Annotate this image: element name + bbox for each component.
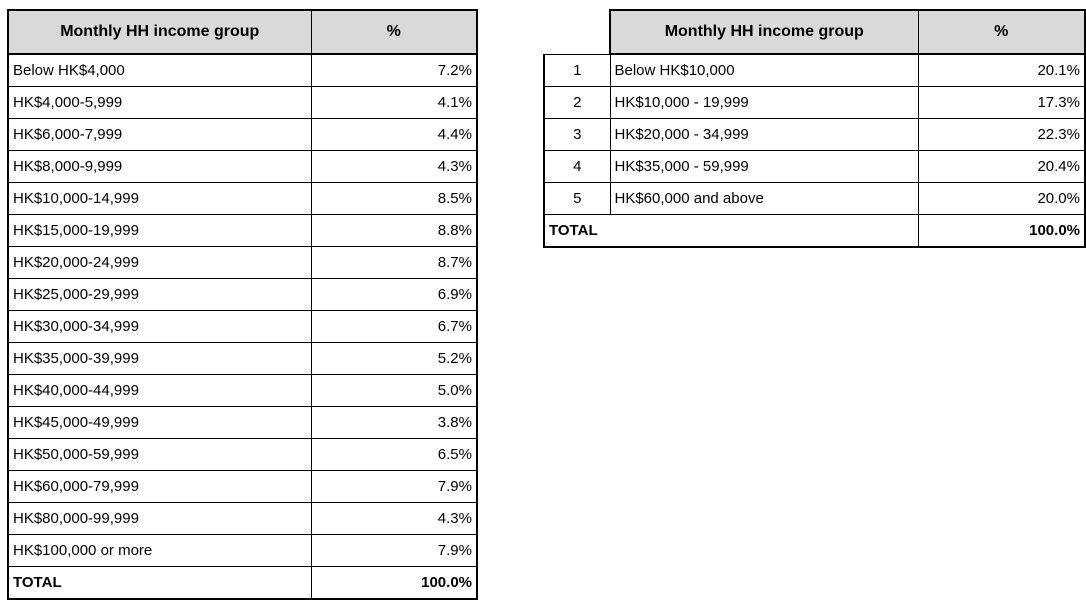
percent-cell[interactable]: 17.3% xyxy=(917,86,1086,119)
income-group-cell[interactable]: HK$20,000-24,999 xyxy=(7,246,312,279)
table-row: HK$35,000-39,999 5.2% xyxy=(7,342,478,375)
income-group-cell[interactable]: HK$60,000-79,999 xyxy=(7,470,312,503)
group-number-cell[interactable]: 2 xyxy=(543,86,611,119)
income-group-cell[interactable]: HK$40,000-44,999 xyxy=(7,374,312,407)
table-row: HK$50,000-59,999 6.5% xyxy=(7,438,478,471)
empty-corner-cell xyxy=(544,10,610,54)
table-row: 1 Below HK$10,000 20.1% xyxy=(543,53,1086,87)
header-row: Monthly HH income group % xyxy=(7,9,478,55)
percent-column-header[interactable]: % xyxy=(917,9,1086,55)
table-footer: TOTAL 100.0% xyxy=(543,214,1086,248)
table-row: HK$40,000-44,999 5.0% xyxy=(7,374,478,407)
table-row: Below HK$4,000 7.2% xyxy=(7,53,478,87)
table-header: Monthly HH income group % xyxy=(7,9,478,55)
income-group-cell[interactable]: HK$30,000-34,999 xyxy=(7,310,312,343)
table-row: HK$8,000-9,999 4.3% xyxy=(7,150,478,183)
percent-cell[interactable]: 20.1% xyxy=(917,53,1086,87)
table-row: 3 HK$20,000 - 34,999 22.3% xyxy=(543,118,1086,151)
income-group-cell[interactable]: HK$8,000-9,999 xyxy=(7,150,312,183)
percent-cell[interactable]: 22.3% xyxy=(917,118,1086,151)
percent-cell[interactable]: 4.3% xyxy=(310,150,478,183)
percent-cell[interactable]: 8.7% xyxy=(310,246,478,279)
table-row: 5 HK$60,000 and above 20.0% xyxy=(543,182,1086,215)
percent-cell[interactable]: 8.5% xyxy=(310,182,478,215)
table-row: HK$80,000-99,999 4.3% xyxy=(7,502,478,535)
table-row: HK$45,000-49,999 3.8% xyxy=(7,406,478,439)
table-footer: TOTAL 100.0% xyxy=(7,566,478,600)
table-row: HK$60,000-79,999 7.9% xyxy=(7,470,478,503)
income-group-cell[interactable]: Below HK$4,000 xyxy=(7,53,312,87)
table-row: HK$100,000 or more 7.9% xyxy=(7,534,478,567)
income-group-cell[interactable]: HK$45,000-49,999 xyxy=(7,406,312,439)
total-row: TOTAL 100.0% xyxy=(7,566,478,600)
percent-cell[interactable]: 4.4% xyxy=(310,118,478,151)
income-group-cell[interactable]: HK$6,000-7,999 xyxy=(7,118,312,151)
group-number-cell[interactable]: 1 xyxy=(543,53,611,87)
table-row: 2 HK$10,000 - 19,999 17.3% xyxy=(543,86,1086,119)
group-number-cell[interactable]: 5 xyxy=(543,182,611,215)
income-group-cell[interactable]: HK$20,000 - 34,999 xyxy=(609,118,919,151)
percent-cell[interactable]: 7.2% xyxy=(310,53,478,87)
percent-cell[interactable]: 20.0% xyxy=(917,182,1086,215)
table-body: 1 Below HK$10,000 20.1% 2 HK$10,000 - 19,999… xyxy=(543,53,1086,215)
percent-cell[interactable]: 20.4% xyxy=(917,150,1086,183)
table-row: HK$25,000-29,999 6.9% xyxy=(7,278,478,311)
percent-cell[interactable]: 5.2% xyxy=(310,342,478,375)
percent-cell[interactable]: 6.9% xyxy=(310,278,478,311)
table-row: HK$20,000-24,999 8.7% xyxy=(7,246,478,279)
income-group-cell[interactable]: HK$10,000 - 19,999 xyxy=(609,86,919,119)
percent-cell[interactable]: 7.9% xyxy=(310,534,478,567)
percent-cell[interactable]: 8.8% xyxy=(310,214,478,247)
table-row: HK$30,000-34,999 6.7% xyxy=(7,310,478,343)
income-group-cell[interactable]: HK$10,000-14,999 xyxy=(7,182,312,215)
table-row: 4 HK$35,000 - 59,999 20.4% xyxy=(543,150,1086,183)
table-row: HK$4,000-5,999 4.1% xyxy=(7,86,478,119)
income-table-detailed: Monthly HH income group % Below HK$4,000… xyxy=(7,9,478,600)
income-group-cell[interactable]: HK$35,000-39,999 xyxy=(7,342,312,375)
total-value-cell[interactable]: 100.0% xyxy=(917,214,1086,248)
percent-column-header[interactable]: % xyxy=(310,9,478,55)
percent-cell[interactable]: 7.9% xyxy=(310,470,478,503)
table-row: HK$10,000-14,999 8.5% xyxy=(7,182,478,215)
income-group-cell[interactable]: Below HK$10,000 xyxy=(609,53,919,87)
table-row: HK$15,000-19,999 8.8% xyxy=(7,214,478,247)
total-label-cell[interactable]: TOTAL xyxy=(7,566,312,600)
table-row: HK$6,000-7,999 4.4% xyxy=(7,118,478,151)
income-group-cell[interactable]: HK$50,000-59,999 xyxy=(7,438,312,471)
percent-cell[interactable]: 5.0% xyxy=(310,374,478,407)
percent-cell[interactable]: 3.8% xyxy=(310,406,478,439)
group-number-cell[interactable]: 4 xyxy=(543,150,611,183)
total-label-cell[interactable]: TOTAL xyxy=(543,214,919,248)
income-table-grouped: Monthly HH income group % 1 Below HK$10,0… xyxy=(543,9,1086,248)
percent-cell[interactable]: 6.5% xyxy=(310,438,478,471)
income-group-cell[interactable]: HK$60,000 and above xyxy=(609,182,919,215)
income-group-cell[interactable]: HK$4,000-5,999 xyxy=(7,86,312,119)
income-group-cell[interactable]: HK$100,000 or more xyxy=(7,534,312,567)
income-group-cell[interactable]: HK$80,000-99,999 xyxy=(7,502,312,535)
income-group-cell[interactable]: HK$15,000-19,999 xyxy=(7,214,312,247)
percent-cell[interactable]: 4.3% xyxy=(310,502,478,535)
income-group-cell[interactable]: HK$25,000-29,999 xyxy=(7,278,312,311)
table-body: Below HK$4,000 7.2% HK$4,000-5,999 4.1% HK$6… xyxy=(7,53,478,567)
percent-cell[interactable]: 6.7% xyxy=(310,310,478,343)
income-group-cell[interactable]: HK$35,000 - 59,999 xyxy=(609,150,919,183)
table-header: Monthly HH income group % xyxy=(544,9,1086,55)
income-group-column-header[interactable]: Monthly HH income group xyxy=(609,9,919,55)
header-row: Monthly HH income group % xyxy=(544,9,1086,55)
total-row: TOTAL 100.0% xyxy=(543,214,1086,248)
group-number-cell[interactable]: 3 xyxy=(543,118,611,151)
total-value-cell[interactable]: 100.0% xyxy=(310,566,478,600)
percent-cell[interactable]: 4.1% xyxy=(310,86,478,119)
income-group-column-header[interactable]: Monthly HH income group xyxy=(7,9,312,55)
